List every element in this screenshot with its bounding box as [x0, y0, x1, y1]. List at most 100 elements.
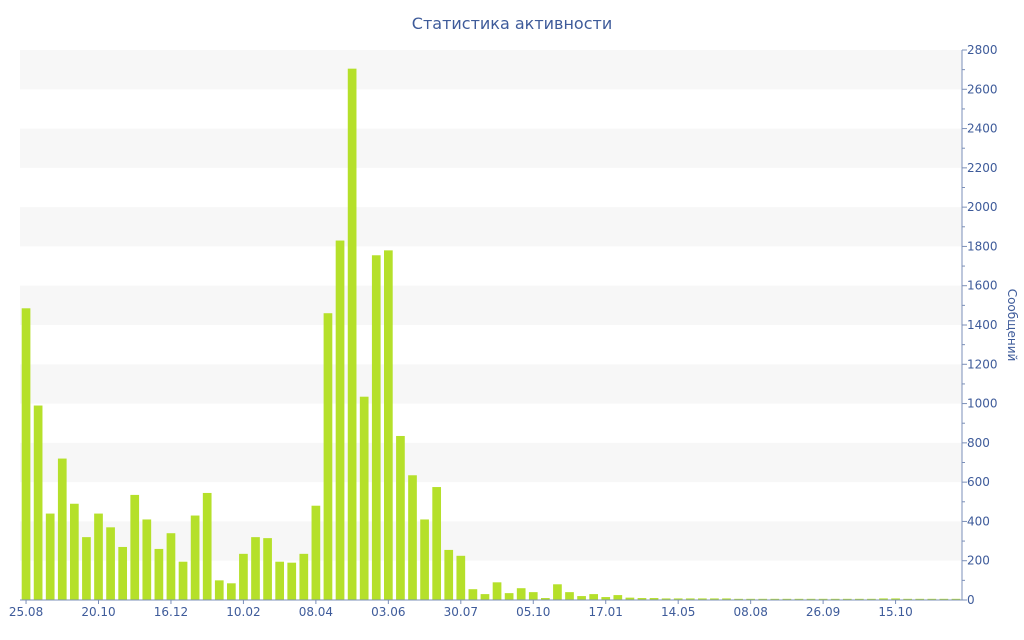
bar[interactable]	[891, 598, 900, 600]
x-tick-label: 05.10	[516, 605, 550, 619]
grid-band	[20, 128, 962, 168]
bar[interactable]	[287, 562, 297, 600]
bar[interactable]	[70, 503, 79, 600]
x-tick-label: 20.10	[81, 605, 115, 619]
bar[interactable]	[601, 597, 611, 600]
bar[interactable]	[82, 537, 91, 600]
bar[interactable]	[867, 598, 876, 600]
bar[interactable]	[21, 308, 31, 600]
bar[interactable]	[178, 561, 188, 600]
bar[interactable]	[842, 598, 852, 600]
bar[interactable]	[758, 598, 768, 600]
bar[interactable]	[746, 598, 756, 600]
bar[interactable]	[903, 598, 913, 600]
bar[interactable]	[335, 240, 345, 601]
grid-band	[20, 50, 962, 90]
bar[interactable]	[553, 584, 562, 600]
x-tick-label: 25.08	[9, 605, 43, 619]
bar[interactable]	[347, 68, 357, 600]
bar[interactable]	[770, 598, 780, 600]
x-ticks: 25.08 20.10 16.12 10.02 08.04 03.06 30.07 05.10…	[9, 600, 913, 619]
bar[interactable]	[516, 588, 526, 600]
bar[interactable]	[45, 513, 55, 600]
bar[interactable]	[722, 598, 731, 600]
bar[interactable]	[263, 538, 272, 601]
bar[interactable]	[57, 458, 67, 600]
x-tick-label: 26.09	[806, 605, 840, 619]
bar[interactable]	[649, 598, 659, 600]
bar[interactable]	[939, 598, 949, 600]
bar[interactable]	[299, 553, 309, 600]
bar[interactable]	[951, 598, 961, 600]
bar[interactable]	[239, 553, 248, 600]
bar[interactable]	[408, 475, 417, 600]
x-tick-label: 17.01	[589, 605, 623, 619]
bar[interactable]	[444, 549, 454, 600]
bar[interactable]	[432, 487, 442, 600]
bar[interactable]	[190, 515, 200, 600]
bar[interactable]	[142, 519, 152, 600]
y-tick-label: 2000	[967, 200, 998, 214]
bar[interactable]	[118, 546, 128, 600]
bar[interactable]	[528, 592, 538, 600]
bar[interactable]	[698, 598, 707, 600]
bar[interactable]	[227, 583, 236, 600]
bar[interactable]	[106, 527, 115, 600]
y-tick-label: 2200	[967, 161, 998, 175]
bar[interactable]	[685, 598, 695, 600]
y-tick-label: 1200	[967, 357, 998, 371]
bar[interactable]	[480, 594, 490, 600]
bar[interactable]	[589, 594, 599, 600]
bar[interactable]	[565, 592, 574, 600]
bar[interactable]	[384, 250, 393, 601]
bar[interactable]	[927, 598, 937, 600]
bar[interactable]	[818, 598, 828, 600]
bar[interactable]	[806, 598, 816, 600]
bar[interactable]	[915, 598, 925, 600]
bar[interactable]	[541, 598, 550, 600]
bar[interactable]	[637, 598, 647, 600]
y-tick-label: 2400	[967, 122, 998, 136]
bar[interactable]	[794, 598, 804, 600]
bar[interactable]	[661, 598, 671, 600]
bar[interactable]	[420, 519, 429, 600]
bar[interactable]	[577, 596, 586, 600]
chart-title: Статистика активности	[411, 14, 613, 33]
x-tick-label: 03.06	[371, 605, 405, 619]
bar[interactable]	[33, 405, 43, 600]
bar[interactable]	[456, 555, 466, 600]
y-tick-label: 200	[967, 554, 990, 568]
bar[interactable]	[830, 598, 840, 600]
bar[interactable]	[879, 598, 888, 600]
bar[interactable]	[504, 593, 514, 601]
bar[interactable]	[214, 580, 224, 600]
bar[interactable]	[855, 598, 864, 600]
y-tick-label: 800	[967, 436, 990, 450]
bar[interactable]	[710, 598, 719, 600]
bar[interactable]	[371, 255, 381, 600]
bar[interactable]	[468, 589, 478, 600]
bar[interactable]	[311, 505, 321, 600]
y-axis-title: Сообщений	[1005, 289, 1019, 362]
bar[interactable]	[673, 598, 683, 600]
x-tick-label: 08.08	[733, 605, 767, 619]
bar[interactable]	[323, 313, 333, 600]
y-tick-label: 1600	[967, 279, 998, 293]
bar[interactable]	[275, 561, 285, 600]
bar[interactable]	[94, 513, 103, 600]
bar[interactable]	[396, 435, 405, 600]
bar[interactable]	[359, 396, 369, 600]
bar[interactable]	[613, 595, 623, 600]
y-tick-label: 1400	[967, 318, 998, 332]
bar[interactable]	[130, 494, 140, 600]
bar[interactable]	[166, 533, 176, 600]
bar[interactable]	[251, 537, 260, 600]
bar[interactable]	[154, 548, 164, 600]
bar[interactable]	[734, 598, 743, 600]
grid-bands	[20, 50, 962, 561]
bar[interactable]	[202, 492, 212, 600]
bar[interactable]	[492, 582, 502, 600]
bar[interactable]	[625, 597, 635, 600]
bar[interactable]	[782, 598, 792, 600]
